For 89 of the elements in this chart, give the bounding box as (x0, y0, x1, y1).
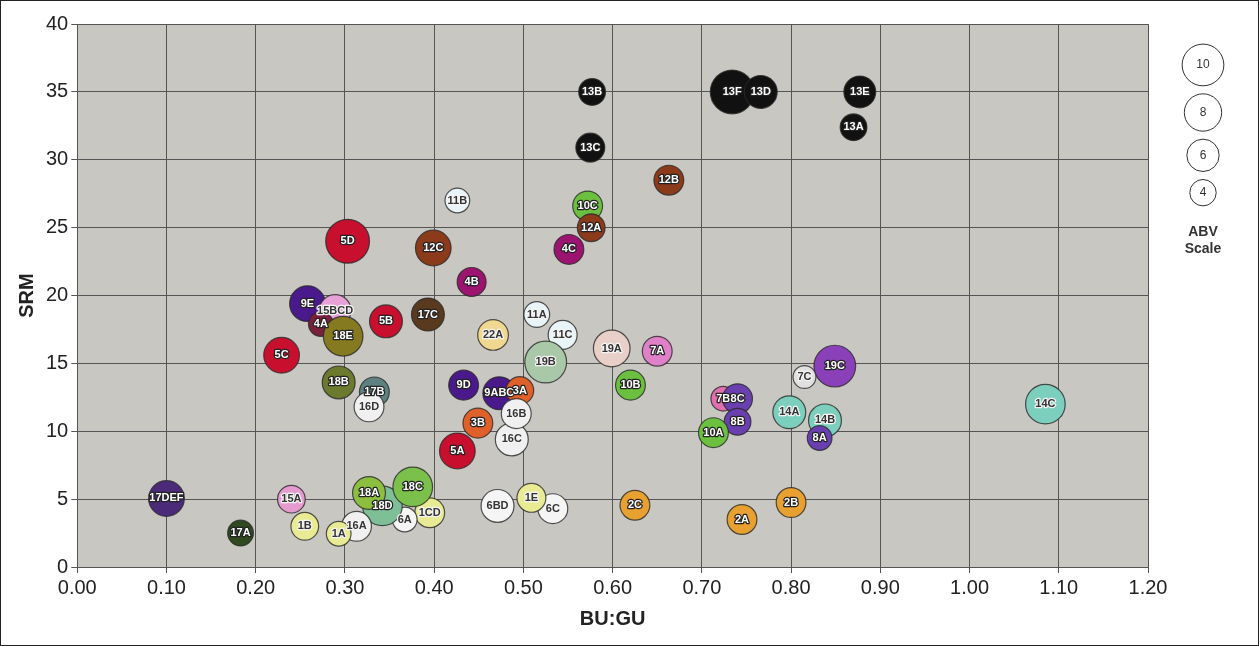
annotation: 22A (482, 327, 504, 340)
annotation: 7C (797, 370, 812, 383)
y-tick-label: 30 (46, 147, 69, 170)
annotation: 19C (824, 359, 845, 372)
annotation: 8C (730, 391, 745, 404)
y-tick-label: 0 (57, 554, 69, 577)
y-tick-label: 40 (46, 11, 69, 34)
x-tick-label: 0.10 (147, 575, 186, 598)
annotation: 10C (577, 199, 598, 211)
y-tick-label: 20 (46, 283, 69, 306)
annotation: 5B (378, 314, 394, 327)
annotation: 5C (274, 348, 289, 361)
annotation: 11C (552, 327, 573, 340)
annotation: 16B (506, 406, 527, 419)
x-tick-label: 0.40 (414, 575, 454, 598)
x-tick-label: 0.30 (325, 575, 365, 598)
annotation: 6C (545, 501, 560, 514)
x-tick-label: 0.60 (593, 575, 633, 598)
x-tick-label: 0.90 (860, 575, 900, 598)
annotation: 19A (601, 341, 622, 354)
y-tick-label: 15 (46, 350, 69, 373)
annotation: 11A (526, 307, 547, 320)
annotation: 13D (750, 84, 771, 97)
legend-label: 4 (1199, 185, 1207, 200)
annotation: 5A (450, 443, 465, 456)
annotation: 1CD (418, 505, 441, 518)
annotation: 17DEF (149, 491, 184, 504)
annotation: 17A (230, 526, 251, 539)
annotation: 7A (650, 344, 665, 357)
annotation: 12B (658, 173, 679, 186)
annotation: 8A (812, 431, 827, 444)
annotation: 18E (333, 329, 353, 342)
annotation: 2B (784, 495, 799, 508)
annotation: 9E (300, 296, 315, 309)
x-axis-title: BU:GU (579, 606, 646, 629)
x-tick-label: 0.80 (771, 575, 811, 598)
annotation: 8B (730, 414, 745, 427)
x-tick-label: 0.50 (503, 575, 543, 598)
legend-title: ABV Scale (1184, 222, 1222, 256)
annotation: 16A (346, 519, 367, 532)
annotation: 2C (627, 498, 643, 511)
x-tick-label: 1.20 (1128, 575, 1168, 598)
x-tick-label: 1.10 (1039, 575, 1079, 598)
annotation: 4A (313, 317, 328, 330)
annotation: 1A (331, 526, 346, 539)
annotation: 13F (722, 84, 742, 97)
annotation: 13C (580, 140, 601, 153)
annotation: 12C (423, 241, 444, 254)
annotation: 11B (447, 193, 468, 206)
annotation: 19B (535, 355, 556, 368)
x-tick-label: 1.00 (950, 575, 990, 598)
legend-label: 8 (1199, 104, 1207, 119)
legend-label: 10 (1196, 57, 1210, 72)
annotation: 1B (297, 519, 312, 532)
annotation: 10A (703, 425, 724, 438)
y-axis-title: SRM (14, 273, 37, 318)
annotation: 15A (281, 492, 302, 505)
annotation: 4C (561, 242, 576, 255)
annotation: 17B (364, 384, 385, 397)
annotation: 18B (328, 375, 349, 388)
annotation: 2A (734, 512, 750, 525)
legend-label: 6 (1199, 147, 1207, 162)
annotation: 13E (850, 84, 870, 97)
y-tick-label: 10 (46, 418, 69, 441)
y-tick-label: 5 (57, 486, 69, 509)
annotation: 12A (581, 220, 602, 233)
x-tick-label: 0.70 (682, 575, 722, 598)
annotation: 14A (779, 405, 800, 418)
y-tick-label: 25 (46, 215, 69, 238)
annotation: 9D (456, 378, 471, 391)
annotation: 17C (417, 307, 439, 320)
annotation: 5D (340, 234, 355, 247)
annotation: 3B (470, 416, 485, 429)
annotation: 6A (397, 512, 412, 525)
annotation: 4B (464, 275, 479, 287)
annotation: 18A (358, 486, 380, 499)
y-tick-label: 35 (46, 79, 69, 102)
annotation: 18C (402, 479, 423, 492)
annotation: 13B (582, 84, 603, 97)
annotation: 10B (620, 378, 641, 391)
annotation: 14C (1035, 397, 1056, 410)
annotation: 14B (814, 413, 836, 426)
x-tick-label: 0.20 (236, 575, 276, 598)
annotation: 13A (843, 120, 864, 133)
annotation: 6BD (486, 498, 509, 511)
annotation: 16C (501, 432, 522, 445)
x-tick-label: 0.00 (57, 575, 97, 598)
annotation: 1E (524, 490, 539, 503)
annotation: 16D (358, 399, 380, 412)
